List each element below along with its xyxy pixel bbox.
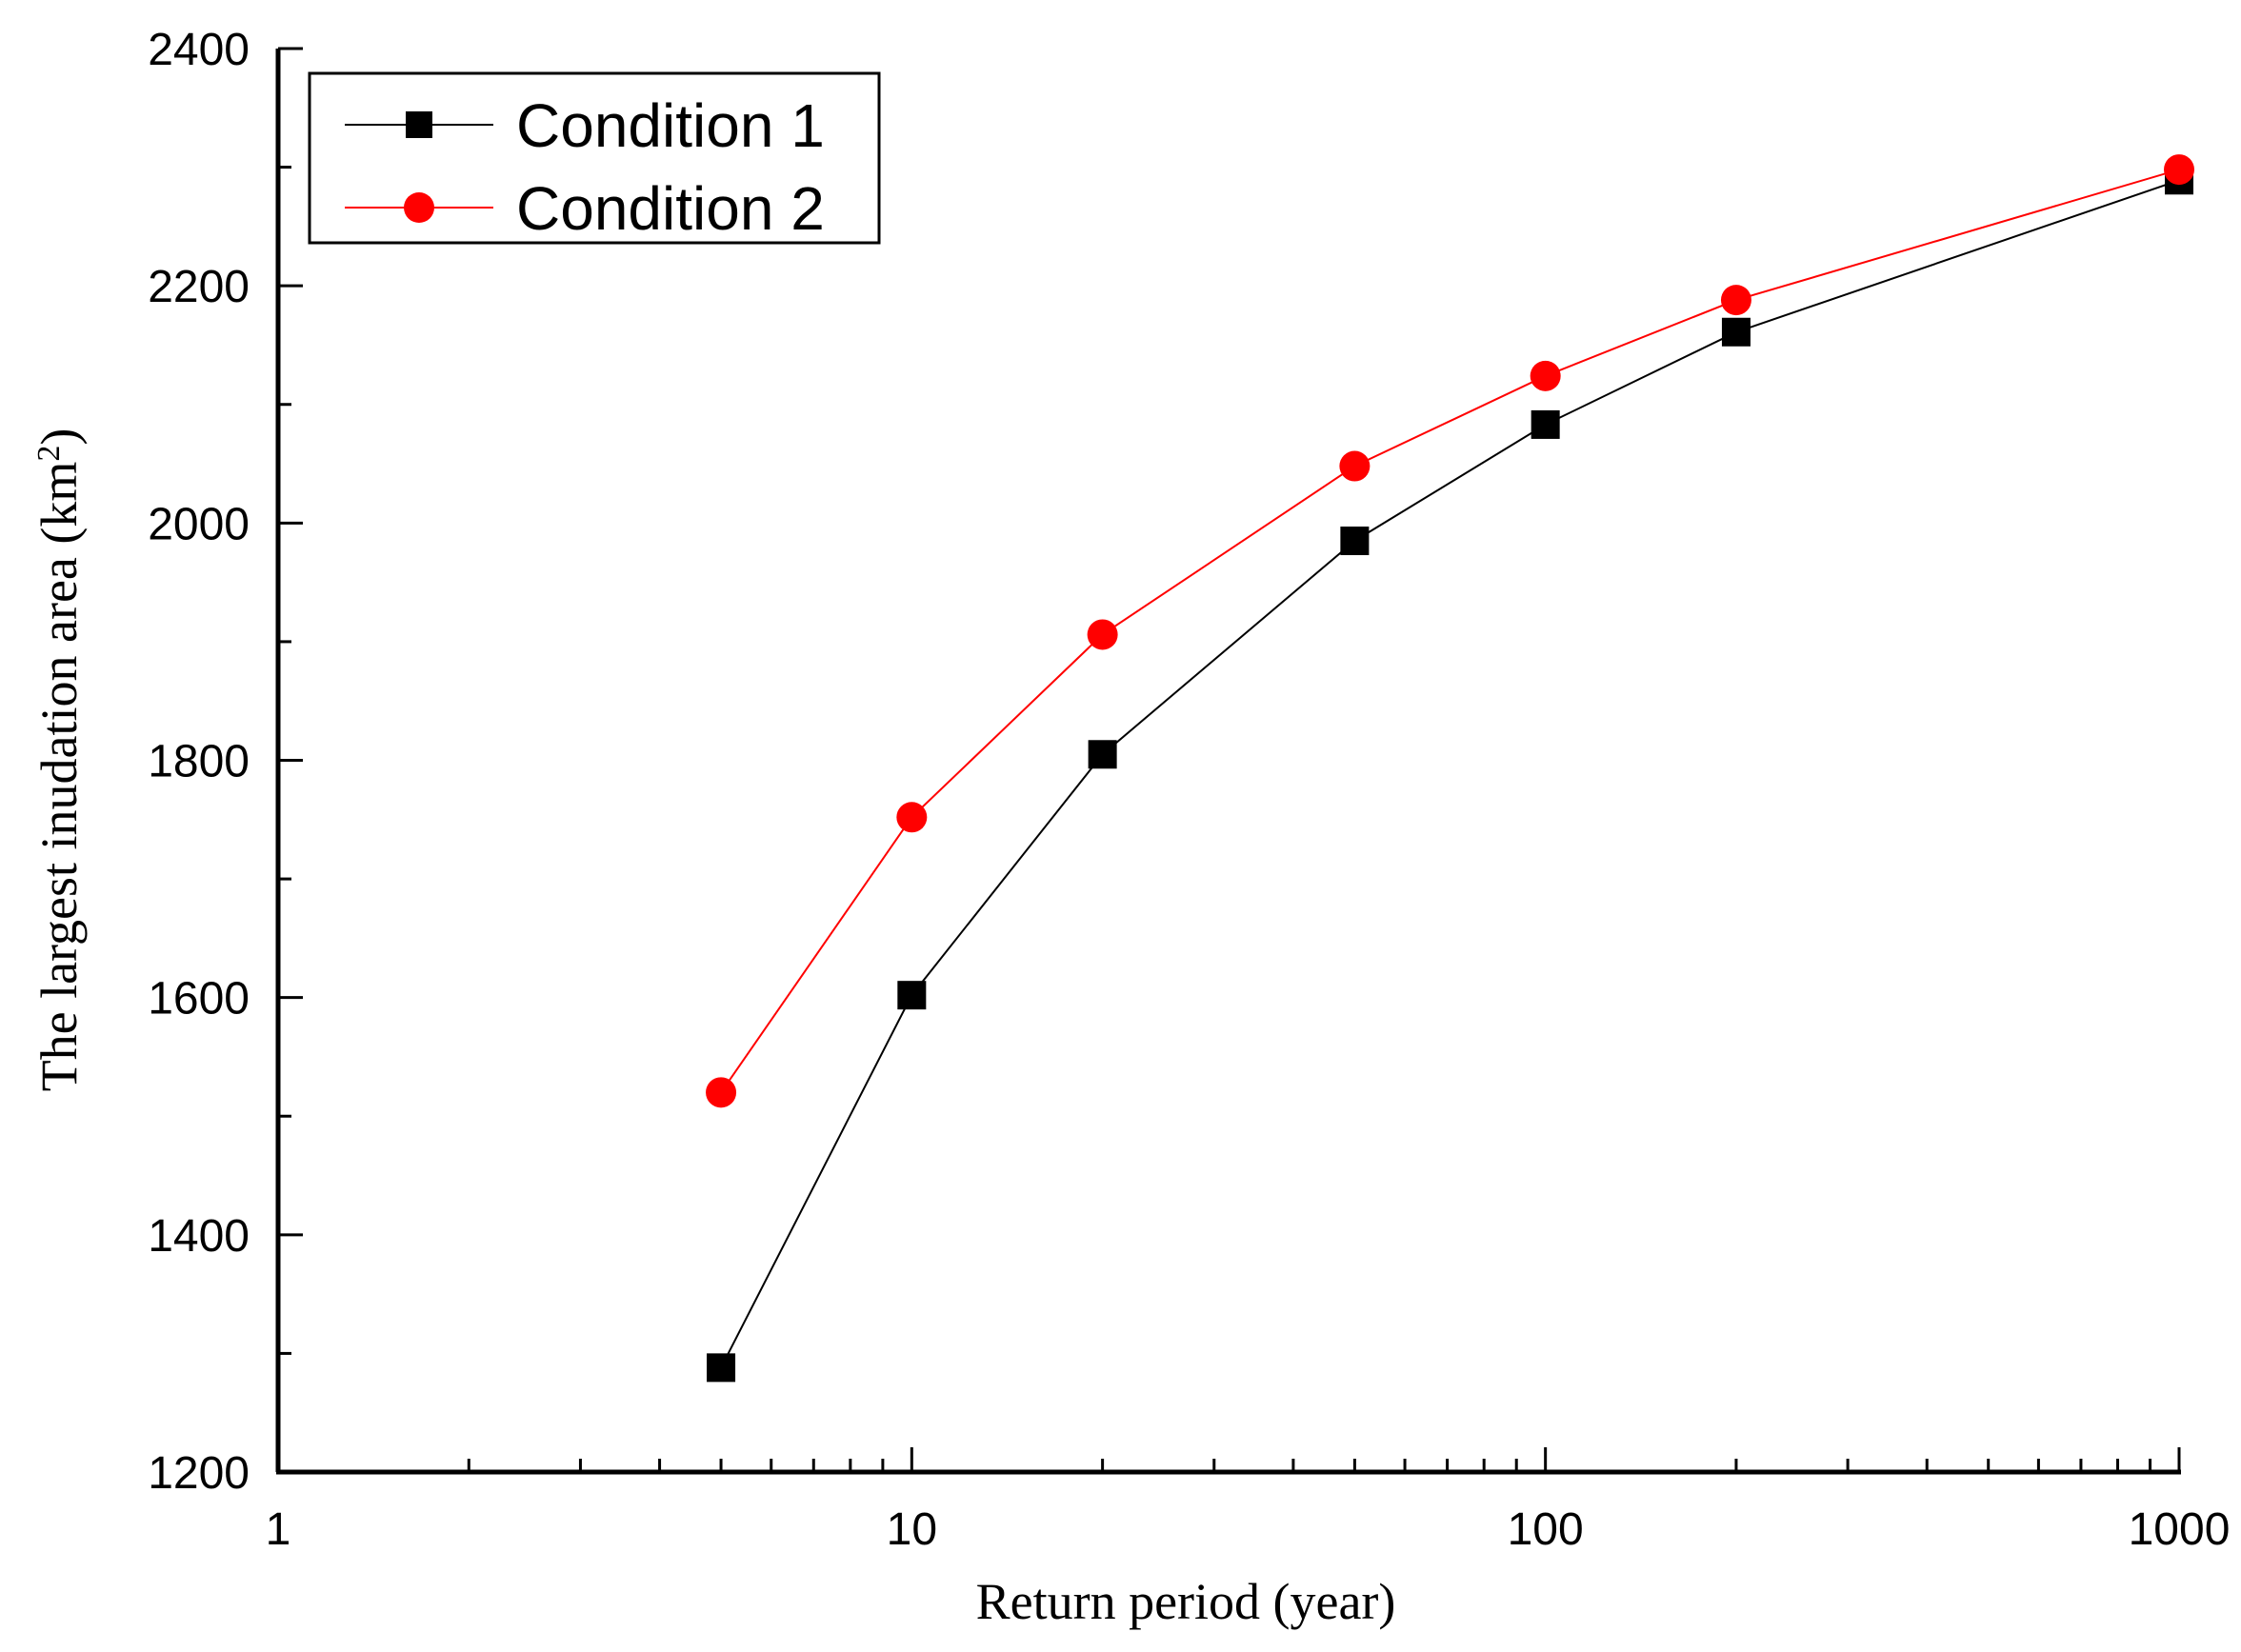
y-axis-title-main: The largest inudation area (km — [30, 462, 88, 1092]
legend-label-condition-2: Condition 2 — [516, 174, 825, 243]
data-point — [1531, 409, 1560, 439]
x-tick-label: 10 — [887, 1504, 937, 1555]
x-tick-label: 100 — [1508, 1504, 1584, 1555]
data-point — [1339, 450, 1371, 482]
data-point — [897, 981, 927, 1010]
y-tick-label: 2000 — [148, 499, 250, 549]
legend: Condition 1 Condition 2 — [308, 71, 881, 245]
legend-marker-condition-1 — [406, 111, 432, 138]
data-point — [1530, 360, 1561, 391]
y-axis-title-close: ) — [30, 428, 88, 446]
axes — [275, 49, 2181, 1475]
x-ticks: 1 10 100 1000 — [266, 1447, 2231, 1555]
y-ticks: 1200 1400 1600 1800 2000 2200 2400 — [148, 25, 303, 1499]
data-point — [1087, 619, 1118, 650]
data-point — [707, 1353, 736, 1383]
y-tick-label: 1600 — [148, 974, 250, 1025]
series-group — [706, 154, 2194, 1383]
y-tick-label: 2400 — [148, 25, 250, 75]
series-line-2 — [720, 169, 2180, 1093]
data-point — [1720, 285, 1751, 316]
y-tick-label: 1400 — [148, 1211, 250, 1262]
y-axis-title-superscript: 2 — [31, 446, 67, 462]
series-1 — [707, 166, 2193, 1383]
legend-box — [308, 71, 881, 245]
data-point — [896, 802, 928, 833]
series-line-1 — [720, 179, 2180, 1368]
y-axis-title: The largest inudation area (km2) — [30, 428, 88, 1092]
data-point — [1721, 317, 1751, 347]
data-point — [1088, 740, 1117, 769]
x-tick-label: 1 — [266, 1504, 291, 1555]
data-point — [2164, 154, 2194, 186]
x-axis-title: Return period (year) — [976, 1573, 1396, 1630]
y-tick-label: 1800 — [148, 737, 250, 787]
y-tick-label: 2200 — [148, 262, 250, 312]
legend-marker-condition-2 — [404, 192, 434, 223]
data-point — [706, 1077, 737, 1108]
series-2 — [706, 154, 2194, 1108]
y-tick-label: 1200 — [148, 1448, 250, 1499]
x-tick-label: 1000 — [2129, 1504, 2231, 1555]
legend-label-condition-1: Condition 1 — [516, 91, 825, 160]
data-point — [1340, 527, 1370, 556]
